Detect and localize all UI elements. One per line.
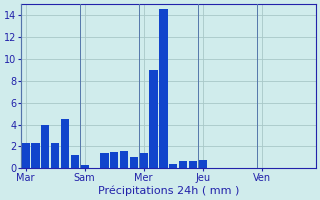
Bar: [169, 164, 177, 168]
Bar: [31, 143, 40, 168]
X-axis label: Précipitations 24h ( mm ): Précipitations 24h ( mm ): [98, 185, 239, 196]
Bar: [61, 119, 69, 168]
Bar: [149, 70, 158, 168]
Bar: [71, 155, 79, 168]
Bar: [179, 161, 187, 168]
Bar: [51, 143, 59, 168]
Bar: [21, 143, 30, 168]
Bar: [41, 125, 50, 168]
Bar: [140, 153, 148, 168]
Bar: [100, 153, 108, 168]
Bar: [120, 151, 128, 168]
Bar: [159, 9, 168, 168]
Bar: [80, 165, 89, 168]
Bar: [110, 152, 118, 168]
Bar: [198, 160, 207, 168]
Bar: [130, 157, 138, 168]
Bar: [189, 161, 197, 168]
